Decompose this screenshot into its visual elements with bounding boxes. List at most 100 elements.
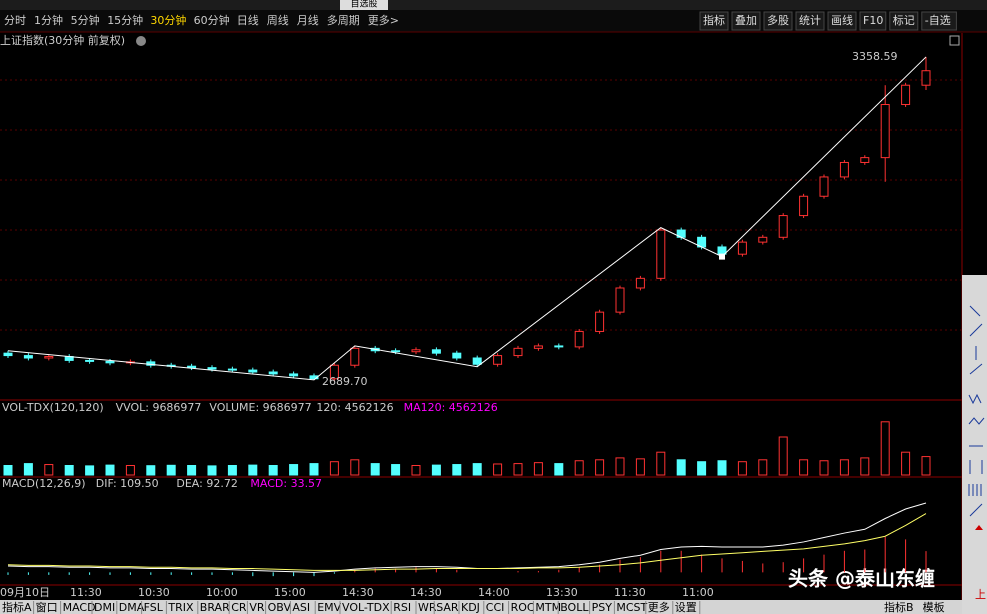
volume-bar (105, 464, 115, 476)
candle-body (737, 241, 747, 255)
tool-button[interactable]: F10 (863, 14, 883, 27)
indicator-tab[interactable]: 窗口 (36, 600, 58, 614)
tool-button-bg (699, 11, 729, 31)
period-tab[interactable]: 多周期 (327, 13, 360, 27)
indicator-tab[interactable]: FSL (144, 601, 164, 614)
volume-bar (778, 436, 788, 476)
indicator-tab[interactable]: MTM (535, 601, 561, 614)
tool-button[interactable]: 画线 (831, 13, 853, 27)
indicator-tab[interactable]: EMV (317, 601, 341, 614)
indicator-tab[interactable]: BRAR (200, 601, 230, 614)
candle-body (207, 367, 217, 370)
volume-bar (615, 457, 625, 476)
indicator-tab[interactable]: 模板 (923, 600, 945, 614)
candle-body (452, 352, 462, 359)
period-tab[interactable]: 60分钟 (194, 13, 230, 27)
volume-legend: VOL-TDX(120,120) (2, 401, 104, 414)
volume-bar (717, 460, 727, 476)
volume-bar (452, 464, 462, 476)
tool-button-bg (827, 11, 857, 31)
indicator-tab[interactable]: DMA (119, 601, 145, 614)
candle-body (554, 345, 564, 348)
tool-button[interactable]: 指标 (703, 13, 725, 27)
toolbar-icons[interactable] (968, 305, 985, 517)
indicator-tab[interactable]: BOLL (560, 601, 589, 614)
volume-bar (309, 463, 319, 476)
candle-body (778, 215, 788, 238)
indicator-tab[interactable]: VOL-TDX (342, 601, 390, 614)
period-tab[interactable]: 5分钟 (71, 13, 100, 27)
candle-body (513, 347, 523, 357)
period-tab[interactable]: 1分钟 (34, 13, 63, 27)
volume-bar (64, 465, 74, 476)
candle-body (3, 352, 13, 357)
indicator-tab[interactable]: DMI (94, 601, 115, 614)
indicator-tab[interactable]: TRIX (167, 601, 194, 614)
indicator-tab[interactable]: ASI (292, 601, 310, 614)
tool-button[interactable]: -自选 (925, 14, 951, 27)
time-label: 15:00 (274, 586, 306, 599)
top-tab[interactable]: 自选股 (350, 0, 377, 10)
indicator-tab[interactable]: CCI (486, 601, 505, 614)
indicator-tab[interactable]: WR (418, 601, 437, 614)
candle-body (839, 161, 849, 178)
candle-body (391, 350, 401, 353)
candle-body (350, 347, 360, 366)
volume-bar (370, 463, 380, 476)
candle-body (574, 330, 584, 348)
volume-legend: MA120: 4562126 (404, 401, 498, 414)
top-tab-bg (340, 0, 388, 10)
tool-button[interactable]: 标记 (893, 13, 915, 27)
candle-body (85, 359, 95, 362)
indicator-tab[interactable]: KDJ (461, 601, 480, 614)
indicator-tab[interactable]: SAR (436, 601, 459, 614)
time-label: 11:00 (682, 586, 714, 599)
candle-body (921, 70, 931, 86)
toolbar-label[interactable]: 上 (975, 588, 986, 601)
tool-button[interactable]: 多股 (767, 13, 789, 27)
period-tab[interactable]: 月线 (297, 13, 319, 27)
indicator-tab[interactable]: 更多 (648, 600, 670, 614)
volume-bar (431, 464, 441, 476)
indicator-tab[interactable]: CR (231, 601, 247, 614)
indicator-tab[interactable]: 指标A (2, 600, 32, 614)
period-tab[interactable]: 分时 (4, 14, 26, 27)
grid (0, 79, 962, 331)
tool-button-bg (921, 11, 957, 31)
candle-body (309, 375, 319, 380)
candle-body (819, 176, 829, 197)
period-tab[interactable]: 日线 (237, 13, 259, 27)
volume-bar (85, 465, 95, 476)
volume-bar (289, 464, 299, 476)
indicator-tab[interactable]: 指标B (884, 600, 914, 614)
window-icon[interactable] (949, 35, 960, 46)
candle-body (880, 104, 890, 159)
up-icon[interactable] (975, 525, 983, 530)
period-tab[interactable]: 周线 (267, 13, 289, 27)
tool-button-bg (795, 11, 825, 31)
indicator-tab[interactable]: OBV (268, 601, 292, 614)
indicator-tab[interactable]: VR (249, 601, 265, 614)
time-label: 14:30 (410, 586, 442, 599)
top-strip (0, 0, 987, 10)
indicator-tab[interactable]: MACD (63, 601, 96, 614)
indicator-tab[interactable]: ROC (511, 601, 535, 614)
indicator-tab[interactable]: PSY (592, 601, 613, 614)
volume-bar (350, 459, 360, 476)
high-label: 3358.59 (852, 50, 898, 63)
volume-bar (921, 456, 931, 476)
indicator-tab[interactable]: MCST (616, 601, 647, 614)
dropdown-icon[interactable] (136, 36, 146, 46)
volume-bar (819, 460, 829, 476)
volume-bar (533, 462, 543, 476)
indicator-tab[interactable]: 设置 (675, 601, 697, 614)
volume-bar (574, 460, 584, 476)
indicator-tab[interactable]: RSI (393, 601, 411, 614)
tool-button[interactable]: 统计 (799, 14, 821, 27)
tool-button[interactable]: 叠加 (735, 14, 757, 27)
volume-bar (207, 465, 217, 476)
period-tab[interactable]: 更多> (368, 13, 399, 27)
volume-bar (799, 459, 809, 476)
period-tab[interactable]: 30分钟 (150, 13, 186, 27)
period-tab[interactable]: 15分钟 (107, 13, 143, 27)
